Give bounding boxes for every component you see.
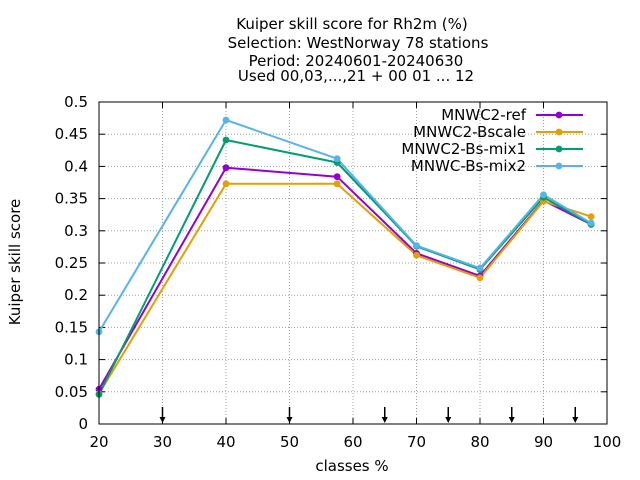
y-tick-label-5: 0.25	[55, 254, 88, 272]
data-point-1-3	[413, 251, 420, 259]
y-tick-label-1: 0.05	[55, 383, 88, 401]
series-line-1	[98, 182, 592, 395]
arrow-marker-3	[445, 407, 452, 423]
legend-marker-0	[555, 111, 563, 119]
x-tick-label-0: 20	[89, 433, 108, 451]
legend: MNWC2-refMNWC2-BscaleMNWC2-Bs-mix1MNWC-B…	[401, 106, 583, 175]
arrow-marker-2	[381, 407, 388, 423]
title-line-1: Kuiper skill score for Rh2m (%)	[236, 15, 468, 33]
title-line-2: Selection: WestNorway 78 stations	[228, 34, 489, 52]
series-line-0	[98, 166, 592, 390]
legend-label-1: MNWC2-Bscale	[413, 123, 526, 141]
legend-marker-3	[555, 162, 563, 170]
y-tick-label-6: 0.3	[64, 222, 88, 240]
y-tick-label-7: 0.35	[55, 190, 88, 208]
y-axis-label: Kuiper skill score	[6, 199, 24, 326]
series-line-2	[98, 139, 592, 395]
x-tick-label-5: 70	[407, 433, 426, 451]
y-axis-ticks: 0 0.05 0.1 0.15 0.2 0.25 0.3 0.35 0.4 0.45 0.5	[55, 93, 607, 433]
data-point-0-2	[333, 173, 341, 181]
x-tick-label-1: 30	[153, 433, 172, 451]
data-point-0-1	[222, 164, 230, 172]
legend-entry-0: MNWC2-ref	[441, 106, 583, 124]
x-tick-label-6: 80	[470, 433, 489, 451]
y-tick-label-0: 0	[78, 415, 88, 433]
data-point-1-1	[222, 180, 230, 188]
data-point-1-6	[587, 213, 595, 221]
y-tick-label-10: 0.5	[64, 93, 88, 111]
x-tick-label-7: 90	[534, 433, 553, 451]
legend-entry-3: MNWC-Bs-mix2	[411, 157, 583, 175]
title-line-3: Period: 20240601-20240630	[249, 52, 464, 70]
legend-marker-1	[555, 128, 563, 136]
data-point-3-4	[476, 264, 484, 272]
y-tick-label-9: 0.45	[55, 125, 88, 143]
chart-title: Kuiper skill score for Rh2m (%) Selectio…	[228, 15, 489, 85]
y-tick-label-2: 0.1	[64, 351, 88, 369]
data-point-3-3	[413, 242, 420, 250]
data-point-3-1	[222, 116, 230, 124]
series-points	[95, 116, 595, 398]
arrow-marker-1	[286, 407, 293, 423]
data-point-2-1	[222, 136, 230, 144]
grid	[99, 102, 607, 424]
x-axis-ticks: 20 30 40 50 60 70 80 90 100	[89, 102, 621, 451]
x-tick-label-3: 50	[280, 433, 299, 451]
data-point-1-2	[333, 180, 341, 188]
x-axis-label: classes %	[315, 457, 388, 475]
x-tick-label-4: 60	[343, 433, 362, 451]
title-line-4: Used 00,03,...,21 + 00 01 ... 12	[238, 67, 474, 85]
legend-label-3: MNWC-Bs-mix2	[411, 157, 526, 175]
arrow-marker-0	[159, 407, 166, 423]
arrow-markers	[159, 407, 579, 423]
data-point-3-5	[540, 191, 547, 199]
y-tick-label-4: 0.2	[64, 286, 88, 304]
data-point-3-2	[333, 155, 341, 163]
legend-entry-2: MNWC2-Bs-mix1	[401, 140, 583, 158]
arrow-marker-4	[508, 407, 515, 423]
legend-label-2: MNWC2-Bs-mix1	[401, 140, 526, 158]
arrow-marker-5	[572, 407, 579, 423]
y-tick-label-3: 0.15	[55, 318, 88, 336]
y-tick-label-8: 0.4	[64, 157, 88, 175]
x-tick-label-8: 100	[593, 433, 622, 451]
data-point-1-4	[476, 274, 484, 282]
legend-entry-1: MNWC2-Bscale	[413, 123, 583, 141]
legend-marker-2	[555, 145, 563, 153]
legend-label-0: MNWC2-ref	[441, 106, 526, 124]
plot-frame	[98, 101, 608, 425]
x-tick-label-2: 40	[216, 433, 235, 451]
data-point-3-6	[587, 219, 595, 227]
